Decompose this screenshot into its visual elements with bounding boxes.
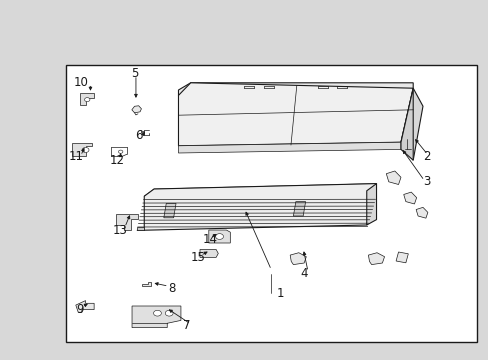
Circle shape xyxy=(215,234,223,239)
Circle shape xyxy=(84,98,90,102)
Polygon shape xyxy=(132,306,181,328)
Circle shape xyxy=(82,148,89,153)
Polygon shape xyxy=(366,184,376,225)
Polygon shape xyxy=(386,171,400,185)
Text: 8: 8 xyxy=(168,282,176,294)
Text: 6: 6 xyxy=(135,129,143,141)
Polygon shape xyxy=(178,142,400,153)
Polygon shape xyxy=(80,93,94,105)
Polygon shape xyxy=(367,253,384,265)
Polygon shape xyxy=(178,83,412,146)
Text: 2: 2 xyxy=(422,150,429,163)
Text: 5: 5 xyxy=(130,67,138,80)
Text: 9: 9 xyxy=(76,303,83,316)
Polygon shape xyxy=(415,207,427,218)
Polygon shape xyxy=(289,253,305,265)
Circle shape xyxy=(153,310,161,316)
Polygon shape xyxy=(178,83,412,95)
Bar xyxy=(66,65,476,342)
Polygon shape xyxy=(72,143,92,156)
Polygon shape xyxy=(116,214,138,230)
Text: 3: 3 xyxy=(422,175,429,188)
Polygon shape xyxy=(144,184,376,196)
Polygon shape xyxy=(400,88,412,160)
Polygon shape xyxy=(200,249,218,257)
Polygon shape xyxy=(76,301,94,312)
Circle shape xyxy=(118,150,122,153)
Polygon shape xyxy=(293,202,305,216)
Polygon shape xyxy=(208,230,230,243)
Text: 13: 13 xyxy=(112,224,127,237)
Polygon shape xyxy=(403,192,416,204)
Polygon shape xyxy=(137,184,376,230)
Text: 10: 10 xyxy=(73,76,88,89)
Polygon shape xyxy=(395,252,407,263)
Text: 11: 11 xyxy=(68,150,83,163)
Polygon shape xyxy=(400,88,422,160)
Text: 1: 1 xyxy=(276,287,283,300)
Polygon shape xyxy=(142,282,151,286)
Polygon shape xyxy=(163,203,176,218)
Text: 12: 12 xyxy=(110,154,124,167)
Text: 15: 15 xyxy=(190,251,205,264)
Text: 14: 14 xyxy=(203,233,218,246)
Text: 7: 7 xyxy=(183,319,190,332)
Circle shape xyxy=(165,310,173,316)
Polygon shape xyxy=(137,227,144,230)
Polygon shape xyxy=(132,106,141,113)
Text: 4: 4 xyxy=(300,267,307,280)
